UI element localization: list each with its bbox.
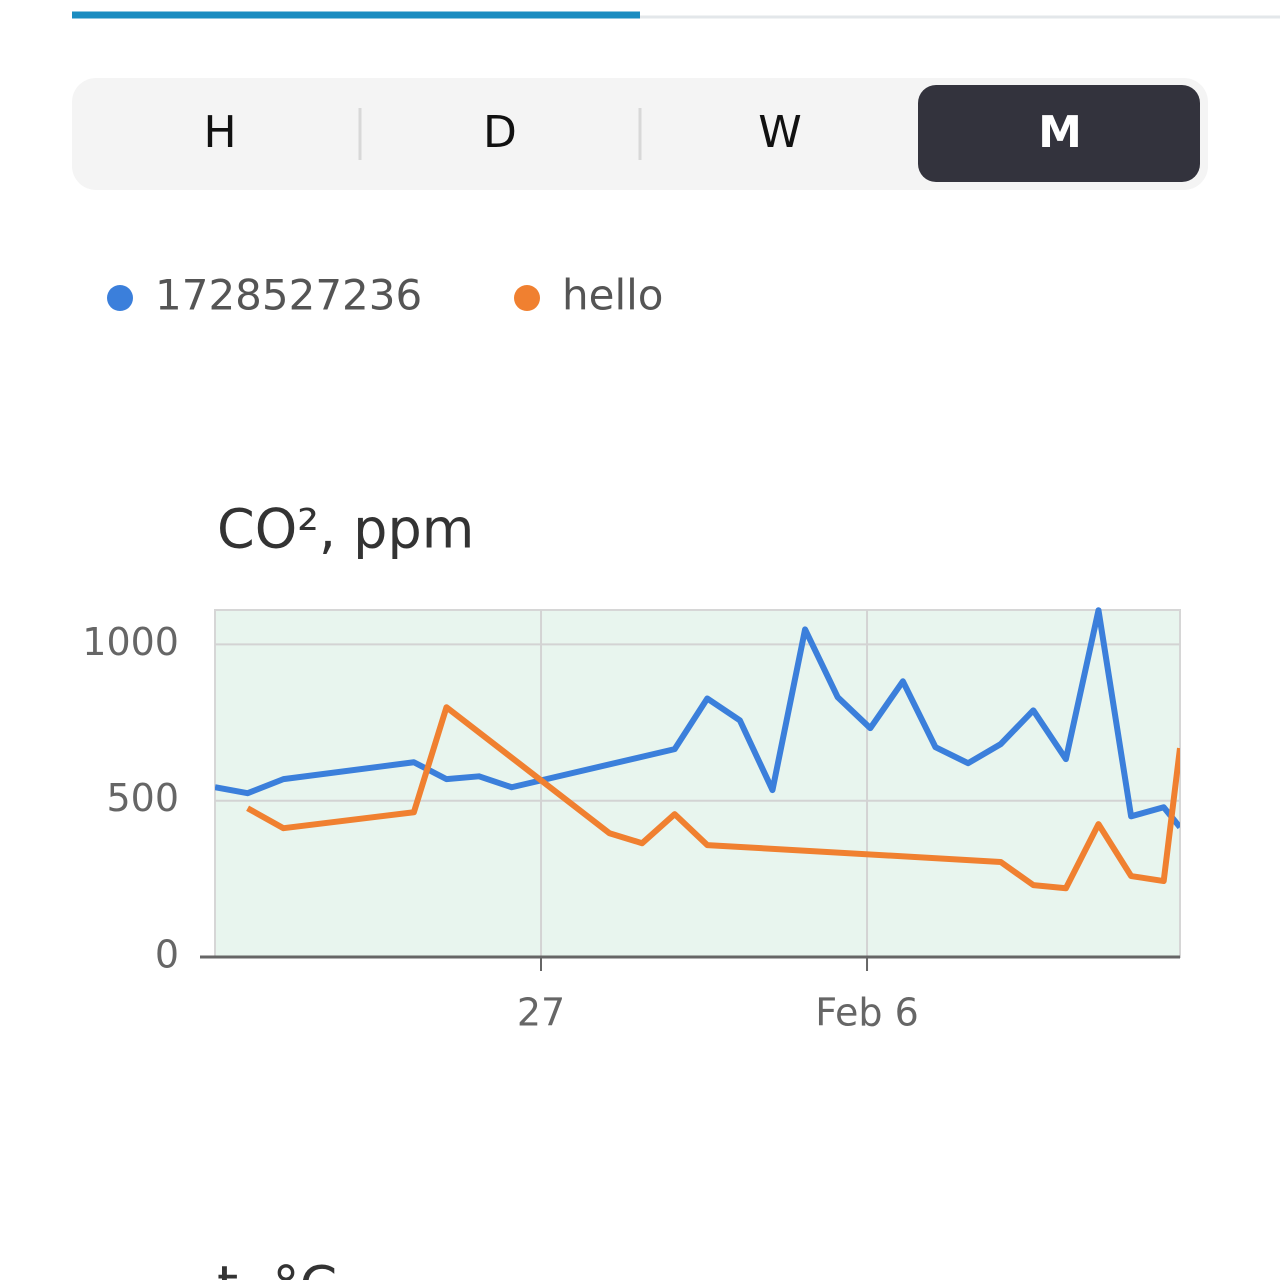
chart-title: CO², ppm [217, 498, 474, 561]
legend-label[interactable]: 1728527236 [155, 271, 422, 320]
segment-selected[interactable] [918, 85, 1200, 182]
next-chart-title: t, °C [217, 1255, 337, 1280]
segment-label[interactable]: H [203, 107, 236, 158]
series-line [246, 704, 1180, 892]
plot-area [214, 609, 1181, 958]
y-tick-label: 0 [155, 933, 179, 977]
x-tick-label: 27 [517, 991, 565, 1035]
legend-marker [514, 285, 540, 311]
y-tick-label: 500 [106, 776, 179, 820]
y-tick-label: 1000 [82, 620, 179, 664]
segment-label[interactable]: D [483, 107, 517, 158]
legend-label[interactable]: hello [562, 271, 664, 320]
segment-label[interactable]: W [758, 107, 802, 158]
x-tick-label: Feb 6 [815, 991, 919, 1035]
legend-marker [107, 285, 133, 311]
segment-label[interactable]: M [1038, 107, 1082, 158]
series-line [215, 607, 1180, 830]
